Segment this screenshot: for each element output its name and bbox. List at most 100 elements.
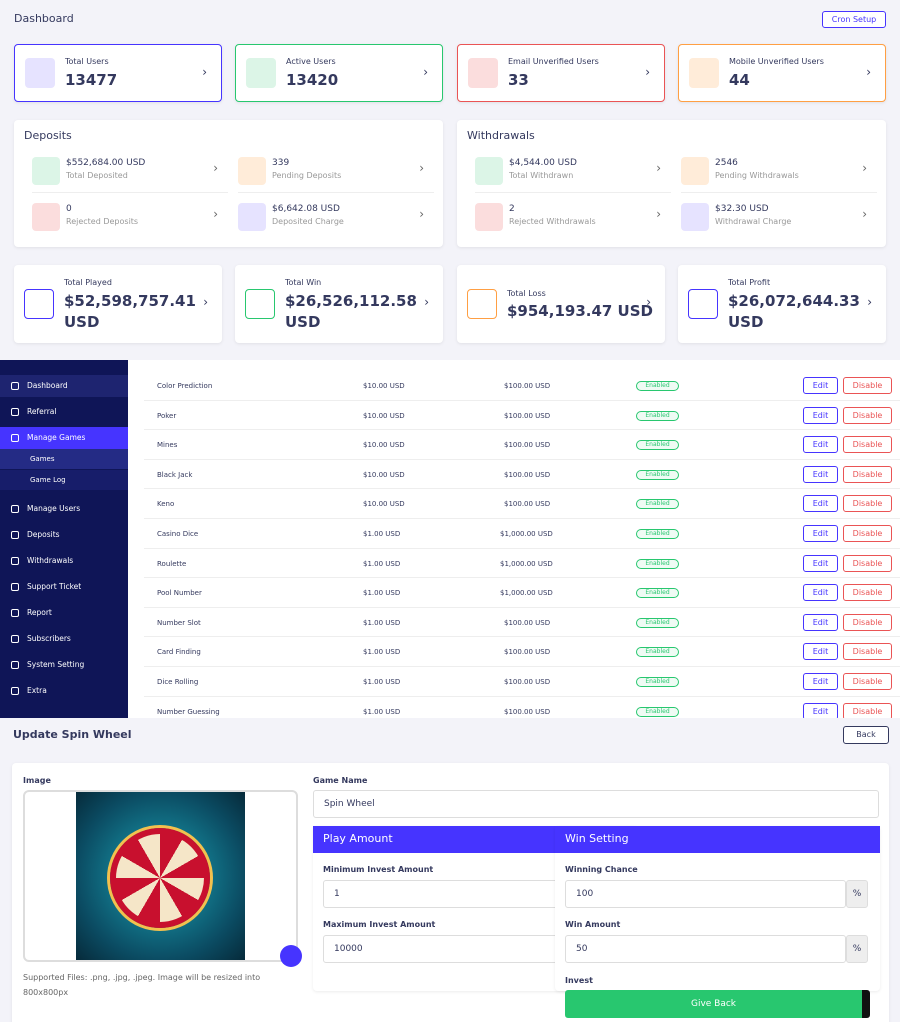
game-name: Mines — [157, 441, 178, 450]
item-icon — [681, 157, 709, 185]
disable-button[interactable]: Disable — [843, 613, 892, 631]
disable-button[interactable]: Disable — [843, 525, 892, 542]
field-input[interactable]: 10000 — [323, 935, 591, 963]
disable-button[interactable]: Disable — [843, 643, 892, 661]
disable-button[interactable]: Disable — [843, 584, 892, 602]
edit-button[interactable]: Edit — [803, 495, 838, 513]
stat-card[interactable]: Active Users 13420 › — [235, 44, 443, 102]
min-amount: $1.00 USD — [363, 618, 401, 627]
field-input[interactable]: 50 — [565, 935, 846, 963]
menu-item[interactable] — [0, 375, 128, 397]
item-icon — [475, 203, 503, 231]
max-amount: $100.00 USD — [504, 648, 551, 657]
section-header: Win Setting — [555, 826, 880, 853]
total-card[interactable]: Total Played $52,598,757.41 USD › — [14, 265, 222, 343]
edit-button[interactable]: Edit — [803, 643, 838, 661]
field-label: Win Amount — [565, 920, 621, 929]
panel-item[interactable]: 339 Pending Deposits › — [238, 153, 434, 193]
menu-item[interactable] — [0, 524, 128, 546]
menu-label[interactable]: Dashboard — [27, 381, 68, 390]
menu-icon — [11, 505, 19, 513]
menu-label[interactable]: Manage Users — [27, 504, 81, 513]
panel-item[interactable]: 2546 Pending Withdrawals › — [681, 153, 877, 193]
menu-label[interactable]: Extra — [27, 686, 47, 695]
disable-button[interactable]: Disable — [843, 495, 892, 513]
stat-card[interactable]: Total Users 13477 › — [14, 44, 222, 102]
menu-label[interactable]: Support Ticket — [27, 582, 82, 591]
status-badge: Enabled — [636, 617, 679, 628]
stat-card[interactable]: Email Unverified Users 33 › — [457, 44, 665, 102]
chevron: › — [862, 161, 867, 175]
back-button[interactable]: Back — [843, 726, 889, 744]
chevron: › — [862, 207, 867, 221]
table-row — [144, 578, 900, 608]
edit-button[interactable]: Edit — [803, 436, 838, 454]
field-input[interactable]: 1 — [323, 880, 591, 908]
stat-card[interactable]: Mobile Unverified Users 44 › — [678, 44, 886, 102]
edit-button[interactable]: Edit — [803, 584, 838, 602]
total-card[interactable]: Total Loss $954,193.47 USD › — [457, 265, 665, 343]
menu-label[interactable]: Referral — [27, 407, 57, 416]
menu-label[interactable]: Report — [27, 608, 52, 617]
total-card[interactable]: Total Win $26,526,112.58 USD › — [235, 265, 443, 343]
disable-button[interactable]: Disable — [843, 406, 892, 424]
menu-label[interactable]: Withdrawals — [27, 556, 74, 565]
edit-button[interactable]: Edit — [803, 465, 838, 483]
item-icon — [475, 157, 503, 185]
stat-value: 44 — [729, 71, 750, 89]
min-amount: $1.00 USD — [363, 530, 401, 538]
status-badge: Enabled — [636, 558, 679, 569]
submenu-item[interactable] — [0, 449, 128, 469]
table-row — [144, 637, 900, 667]
menu-label[interactable]: Deposits — [27, 530, 60, 539]
submenu-item[interactable] — [0, 470, 128, 490]
edit-button[interactable]: Edit — [803, 613, 838, 631]
total-label: Total Loss — [507, 289, 546, 298]
upload-button[interactable] — [280, 945, 302, 967]
disable-button[interactable]: Disable — [843, 673, 892, 690]
panel-item[interactable]: $4,544.00 USD Total Withdrawn › — [475, 153, 671, 193]
edit-button[interactable]: Edit — [803, 673, 838, 690]
item-value: $32.30 USD — [715, 204, 769, 214]
total-icon — [467, 289, 497, 319]
chevron: › — [656, 161, 661, 175]
min-amount: $10.00 USD — [363, 411, 405, 420]
menu-item[interactable] — [0, 680, 128, 702]
invest-toggle[interactable]: Give Back — [565, 990, 870, 1018]
panel-item[interactable]: $32.30 USD Withdrawal Charge › — [681, 199, 877, 239]
item-icon — [32, 157, 60, 185]
cron-button[interactable]: Cron Setup — [822, 11, 886, 28]
game-name-input[interactable]: Spin Wheel — [313, 790, 879, 818]
menu-label[interactable]: Manage Games — [27, 433, 86, 442]
menu-label[interactable]: Subscribers — [27, 634, 71, 643]
panel-item[interactable]: 0 Rejected Deposits › — [32, 199, 228, 239]
chevron: › — [645, 65, 650, 79]
panel-item[interactable]: 2 Rejected Withdrawals › — [475, 199, 671, 239]
edit-button[interactable]: Edit — [803, 377, 838, 394]
disable-button[interactable]: Disable — [843, 554, 892, 572]
total-card[interactable]: Total Profit $26,072,644.33 USD › — [678, 265, 886, 343]
table-row — [144, 608, 900, 638]
disable-button[interactable]: Disable — [843, 465, 892, 483]
disable-button[interactable]: Disable — [843, 436, 892, 454]
max-amount: $100.00 USD — [504, 441, 551, 450]
panel-item[interactable]: $6,642.08 USD Deposited Charge › — [238, 199, 434, 239]
item-icon — [238, 203, 266, 231]
chevron: › — [423, 65, 428, 79]
panel-item[interactable]: $552,684.00 USD Total Deposited › — [32, 153, 228, 193]
stat-value: 13477 — [65, 71, 118, 89]
menu-item[interactable] — [0, 602, 128, 624]
edit-button[interactable]: Edit — [803, 406, 838, 424]
edit-button[interactable]: Edit — [803, 554, 838, 572]
game-name: Keno — [157, 500, 175, 509]
field-input[interactable]: 100 — [565, 880, 846, 908]
submenu-label[interactable]: Game Log — [30, 476, 66, 484]
item-label: Pending Withdrawals — [715, 171, 799, 180]
edit-button[interactable]: Edit — [803, 525, 838, 542]
menu-item[interactable] — [0, 401, 128, 423]
disable-button[interactable]: Disable — [843, 377, 892, 394]
submenu-label[interactable]: Games — [30, 455, 55, 463]
menu-label[interactable]: System Setting — [27, 660, 85, 669]
menu-item[interactable] — [0, 427, 128, 449]
